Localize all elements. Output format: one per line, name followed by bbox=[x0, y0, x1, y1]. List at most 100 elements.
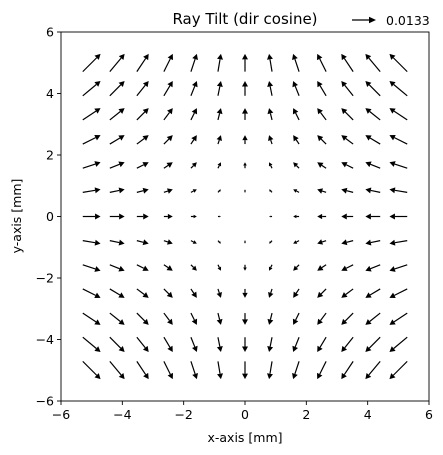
quiver-arrow bbox=[136, 135, 149, 145]
quiver-arrow bbox=[242, 337, 248, 353]
quiver-arrow bbox=[389, 53, 408, 73]
quiver-arrow bbox=[389, 80, 408, 97]
quiver-arrow bbox=[136, 361, 149, 380]
quiver-arrow bbox=[109, 312, 125, 325]
x-tick-label: −4 bbox=[113, 407, 131, 422]
quiver-arrow bbox=[244, 240, 246, 244]
quiver-arrow bbox=[242, 135, 248, 145]
quiver-arrow bbox=[163, 135, 173, 145]
quiver-arrow bbox=[389, 336, 408, 353]
quiver-arrow bbox=[341, 312, 354, 325]
quiver-arrow bbox=[269, 240, 273, 244]
quiver-arrow bbox=[341, 288, 354, 298]
quiver-arrow bbox=[365, 135, 381, 145]
quiver-arrow bbox=[109, 239, 125, 246]
quiver-arrow bbox=[217, 264, 222, 271]
quiver-arrow bbox=[341, 108, 354, 121]
quiver-arrow bbox=[317, 312, 327, 325]
quiver-arrow bbox=[190, 288, 197, 298]
quiver-arrow bbox=[389, 213, 408, 220]
quiver-arrow bbox=[317, 288, 327, 298]
quiver-arrow bbox=[389, 312, 408, 325]
quiver-arrow bbox=[389, 134, 408, 145]
quiver-arrow bbox=[163, 162, 173, 169]
quiver-arrow bbox=[109, 135, 125, 145]
quiver-arrow bbox=[163, 288, 173, 298]
quiver-arrow bbox=[163, 188, 173, 194]
quiver-arrow bbox=[242, 53, 248, 72]
quiver-arrow bbox=[136, 108, 149, 121]
quiver-arrow bbox=[365, 336, 381, 353]
quiver-arrow bbox=[242, 313, 248, 325]
quiver-arrow bbox=[136, 288, 149, 298]
quiver-arrow bbox=[190, 135, 197, 145]
quiver-arrow bbox=[190, 336, 198, 353]
quiver-arrow bbox=[82, 360, 101, 380]
quiver-arrow bbox=[365, 264, 381, 272]
y-tick-label: −6 bbox=[36, 394, 54, 409]
quiver-arrow bbox=[216, 135, 222, 145]
quiver-arrow bbox=[317, 188, 327, 194]
y-tick-label: 2 bbox=[46, 148, 54, 163]
quiver-arrow bbox=[389, 239, 408, 246]
quiver-arrow bbox=[267, 108, 274, 121]
quiver-arrow bbox=[365, 288, 381, 298]
quiver-key-label: 0.0133 bbox=[386, 13, 430, 28]
quiver-arrow bbox=[365, 187, 381, 194]
quiver-arrow bbox=[190, 80, 198, 97]
quiver-arrow bbox=[82, 312, 101, 325]
quiver-arrow bbox=[365, 80, 381, 97]
quiver-arrow bbox=[217, 189, 221, 193]
quiver-arrow bbox=[109, 161, 125, 169]
quiver-arrow bbox=[293, 162, 300, 169]
quiver-arrow bbox=[136, 162, 149, 169]
quiver-arrow bbox=[136, 53, 149, 72]
quiver-arrow bbox=[317, 336, 327, 353]
quiver-arrow bbox=[242, 108, 248, 120]
quiver-arrow bbox=[389, 360, 408, 380]
quiver-arrow bbox=[341, 187, 354, 194]
quiver-arrow bbox=[82, 161, 101, 169]
quiver-arrow bbox=[317, 264, 327, 271]
quiver-arrow bbox=[365, 53, 381, 73]
quiver-key: 0.0133 bbox=[352, 13, 430, 28]
quiver-arrow bbox=[268, 162, 273, 169]
quiver-arrow bbox=[292, 108, 300, 121]
quiver-arrow bbox=[243, 264, 247, 271]
quiver-arrow bbox=[269, 189, 273, 193]
quiver-arrow bbox=[268, 288, 274, 298]
quiver-arrow bbox=[269, 215, 273, 218]
quiver-arrow bbox=[82, 239, 101, 246]
quiver-arrow bbox=[82, 187, 101, 194]
quiver-arrow bbox=[109, 264, 125, 272]
x-tick-label: −6 bbox=[52, 407, 70, 422]
quiver-arrow bbox=[341, 239, 354, 246]
quiver-arrow bbox=[82, 134, 101, 145]
quiver-arrow bbox=[242, 361, 248, 380]
quiver-arrow bbox=[190, 189, 197, 193]
x-tick-label: 0 bbox=[241, 407, 249, 422]
quiver-arrow bbox=[109, 360, 125, 380]
quiver-arrow bbox=[293, 135, 300, 145]
quiver-arrow bbox=[389, 187, 408, 194]
quiver-arrow bbox=[216, 80, 223, 96]
quiver-arrow bbox=[317, 162, 327, 169]
quiver-arrow bbox=[316, 361, 327, 380]
quiver-arrow bbox=[216, 312, 223, 325]
quiver-arrow bbox=[365, 161, 381, 169]
quiver-arrow bbox=[341, 336, 354, 353]
quiver-arrow bbox=[317, 80, 327, 97]
quiver-arrow bbox=[341, 53, 354, 72]
quiver-arrow bbox=[190, 240, 197, 244]
quiver-arrow bbox=[389, 264, 408, 272]
quiver-arrow bbox=[82, 53, 101, 73]
quiver-arrow bbox=[317, 213, 327, 220]
quiver-arrow bbox=[365, 312, 381, 325]
quiver-arrow bbox=[163, 53, 174, 72]
x-axis-label: x-axis [mm] bbox=[207, 430, 282, 445]
quiver-arrow bbox=[163, 336, 173, 353]
quiver-arrow bbox=[293, 288, 300, 298]
quiver-arrow bbox=[136, 187, 149, 194]
quiver-arrow bbox=[216, 337, 223, 353]
